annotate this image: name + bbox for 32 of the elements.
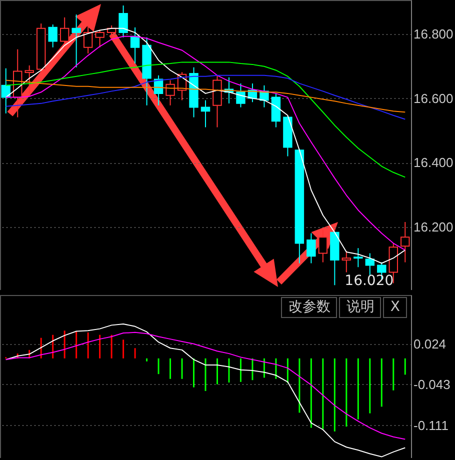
annotation: 16.020: [344, 273, 394, 290]
candlestick: [306, 232, 316, 264]
annotation: 说明: [339, 297, 382, 318]
annotation: X: [383, 297, 407, 318]
candlestick: [166, 80, 175, 106]
candlestick: [354, 248, 363, 268]
candlestick: [24, 64, 34, 94]
line-series: [5, 74, 406, 120]
candlestick: [318, 230, 328, 263]
candlestick: [236, 82, 246, 108]
annotation: 改参数: [281, 297, 338, 318]
line-series: [5, 323, 406, 458]
y-tick-label: -0.111: [414, 418, 448, 433]
candlestick: [48, 24, 58, 48]
candlestick: [95, 30, 104, 48]
candlestick: [83, 24, 93, 54]
y-tick-label: 0.024: [414, 336, 446, 352]
candlestick: [342, 250, 352, 273]
y-tick-label: 16.200: [414, 220, 454, 235]
candlestick: [365, 252, 375, 276]
candlestick: [130, 26, 140, 64]
candlestick: [200, 100, 210, 128]
candlestick: [271, 92, 281, 128]
y-tick-label: 16.600: [414, 90, 454, 106]
candlestick: [400, 222, 410, 263]
candlestick: [118, 4, 128, 38]
y-tick-label: 16.400: [414, 155, 454, 170]
candlestick: [72, 14, 81, 68]
line-series: [5, 332, 406, 440]
candlestick: [60, 16, 70, 51]
y-tick-label: -0.043: [414, 376, 450, 392]
y-tick-label: 16.800: [414, 26, 454, 42]
